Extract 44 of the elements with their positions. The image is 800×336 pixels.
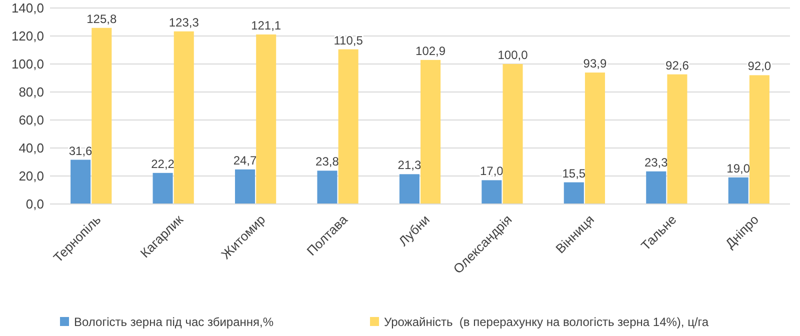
y-tick-label: 100,0 [11, 56, 44, 72]
bar [420, 60, 441, 204]
data-label: 92,6 [666, 58, 690, 72]
data-label: 92,0 [748, 59, 772, 74]
bar [317, 170, 338, 204]
data-label: 24,7 [233, 153, 258, 168]
data-label: 19,0 [726, 161, 750, 176]
data-label: 121,1 [251, 18, 282, 32]
bar [728, 177, 748, 204]
data-label: 125,8 [86, 12, 117, 26]
legend-label: Урожайність (в перерахунку на вологість зерна 14%), ц/га [384, 315, 709, 330]
bar [70, 160, 91, 204]
bar [399, 174, 420, 204]
data-label: 15,5 [562, 166, 586, 180]
bar [502, 64, 523, 204]
y-tick-label: 80,0 [18, 84, 44, 100]
bar [256, 34, 276, 204]
bar [749, 75, 770, 204]
data-label: 17,0 [480, 164, 504, 178]
data-label: 93,9 [583, 56, 607, 71]
data-label: 23,3 [644, 155, 668, 170]
bar [338, 49, 358, 204]
bar [584, 72, 605, 204]
data-label: 110,5 [334, 33, 364, 48]
bar [152, 172, 173, 204]
bar [92, 28, 112, 204]
bar [667, 74, 688, 204]
data-label: 23,8 [316, 154, 340, 169]
y-tick-label: 0,0 [26, 196, 44, 212]
bar [174, 31, 194, 204]
y-tick-label: 120,0 [11, 28, 44, 44]
data-label: 100,0 [498, 48, 528, 62]
y-tick-label: 40,0 [18, 140, 44, 156]
y-tick-label: 140,0 [11, 0, 44, 16]
y-tick-label: 20,0 [18, 168, 44, 184]
data-label: 102,9 [416, 44, 446, 58]
bar [564, 182, 584, 204]
y-tick-label: 60,0 [18, 112, 44, 128]
bar [646, 171, 666, 204]
data-label: 123,3 [168, 15, 200, 30]
legend-label: Вологість зерна під час збирання,% [74, 315, 274, 330]
bar [482, 180, 502, 204]
bar [235, 169, 256, 204]
data-label: 22,2 [151, 156, 175, 171]
